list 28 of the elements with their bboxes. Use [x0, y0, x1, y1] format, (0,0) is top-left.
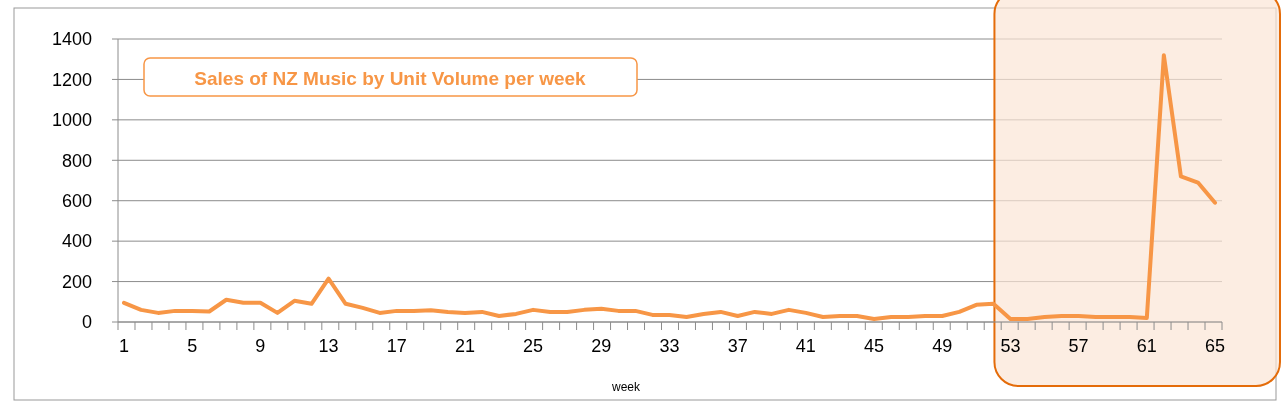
x-tick-label: 37 — [727, 336, 748, 356]
x-tick-label: 45 — [864, 336, 885, 356]
x-tick-label: 49 — [932, 336, 953, 356]
x-tick-label: 5 — [187, 336, 198, 356]
y-tick-label: 600 — [61, 191, 92, 212]
x-tick-label: 9 — [255, 336, 266, 356]
x-tick-label: 65 — [1204, 336, 1226, 356]
x-tick-label: 25 — [523, 336, 544, 356]
y-tick-label: 1200 — [51, 69, 92, 90]
x-tick-label: 53 — [1000, 336, 1021, 356]
y-tick-label: 1000 — [51, 110, 92, 131]
y-tick-label: 400 — [61, 231, 92, 252]
x-tick-label: 21 — [454, 336, 475, 356]
x-tick-label: 41 — [795, 336, 816, 356]
x-axis-title: week — [610, 380, 642, 394]
x-tick-label: 13 — [318, 336, 339, 356]
x-tick-label: 57 — [1068, 336, 1089, 356]
text: Sales of NZ Music by Unit Volume per week — [194, 67, 587, 89]
y-tick-label: 0 — [81, 312, 92, 333]
x-tick-label: 29 — [591, 336, 612, 356]
y-tick-label: 200 — [61, 271, 92, 292]
x-tick-label: 61 — [1136, 336, 1157, 356]
x-tick-label: 33 — [659, 336, 680, 356]
y-tick-label: 800 — [61, 150, 92, 171]
line-series — [122, 53, 1217, 321]
y-tick-label: 1400 — [51, 29, 92, 50]
x-tick-label: 1 — [118, 336, 130, 356]
x-tick-label: 17 — [386, 336, 407, 356]
